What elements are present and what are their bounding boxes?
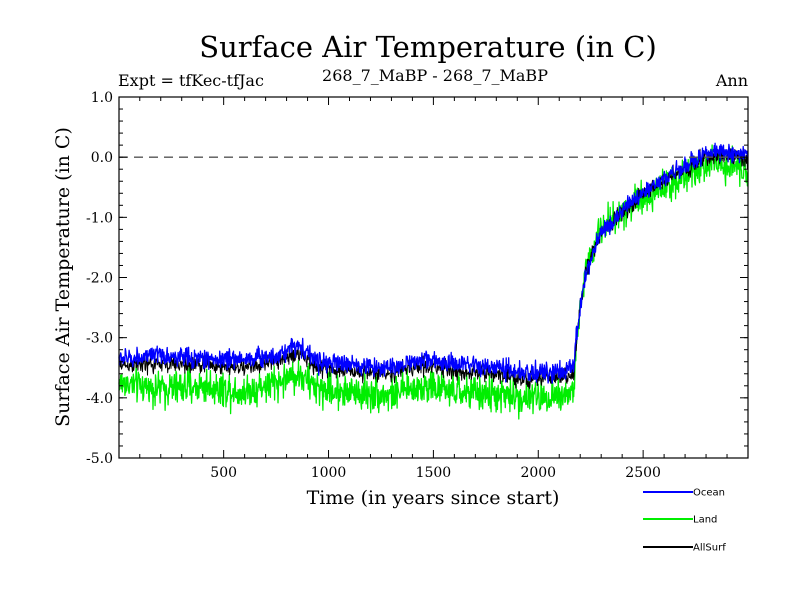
x-tick-label: 2000 xyxy=(520,465,556,481)
season-label: Ann xyxy=(715,71,748,90)
plot-frame xyxy=(118,96,749,459)
series-ocean xyxy=(118,142,749,384)
series-layer xyxy=(118,142,749,420)
y-tick-label: 0.0 xyxy=(91,150,113,166)
y-tick-label: -5.0 xyxy=(86,451,113,467)
y-tick-label: 1.0 xyxy=(91,90,113,106)
y-tick-label: -3.0 xyxy=(86,331,113,347)
legend: Ocean Land AllSurf xyxy=(643,488,726,554)
x-axis-label: Time (in years since start) xyxy=(307,487,560,509)
legend-label-allsurf: AllSurf xyxy=(693,543,726,554)
x-tick-label: 2500 xyxy=(625,465,661,481)
x-tick-label: 1000 xyxy=(311,465,347,481)
y-tick-label: -2.0 xyxy=(86,271,113,287)
x-tick-label: 500 xyxy=(210,465,237,481)
ticks-layer: 1.0 0.0 -1.0 -2.0 -3.0 -4.0 -5.0 500 1000 1500 200… xyxy=(86,90,748,481)
y-axis-label: Surface Air Temperature (in C) xyxy=(52,127,74,427)
y-tick-label: -1.0 xyxy=(86,210,113,226)
period-label: 268_7_MaBP - 268_7_MaBP xyxy=(322,66,548,85)
experiment-label: Expt = tfKec-tfJac xyxy=(118,71,264,90)
legend-label-land: Land xyxy=(693,515,717,526)
y-tick-label: -4.0 xyxy=(86,391,113,407)
x-tick-label: 1500 xyxy=(416,465,452,481)
chart-title: Surface Air Temperature (in C) xyxy=(199,30,657,64)
legend-label-ocean: Ocean xyxy=(693,488,725,499)
